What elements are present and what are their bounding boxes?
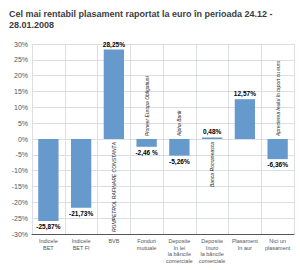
svg-text:-5,26%: -5,26% <box>169 158 190 166</box>
svg-text:28.01.2008: 28.01.2008 <box>9 20 54 30</box>
svg-text:-20%: -20% <box>12 199 28 206</box>
svg-text:Cel mai rentabil plasament rap: Cel mai rentabil plasament raportat la e… <box>9 9 275 19</box>
svg-text:-5%: -5% <box>16 151 28 158</box>
svg-text:25%: 25% <box>14 56 28 63</box>
svg-text:BVB: BVB <box>108 238 119 244</box>
svg-text:Fonduri: Fonduri <box>137 238 156 244</box>
svg-text:20%: 20% <box>14 72 28 79</box>
svg-text:15%: 15% <box>14 88 28 95</box>
svg-text:28,25%: 28,25% <box>103 41 125 49</box>
svg-text:12,57%: 12,57% <box>234 90 256 98</box>
svg-text:Banca Romaneasca: Banca Romaneasca <box>209 142 215 187</box>
svg-text:Plasament: Plasament <box>232 238 258 244</box>
svg-text:Aprecierea leului în raport cu: Aprecierea leului în raport cu euro <box>275 60 281 137</box>
svg-text:30%: 30% <box>14 41 28 48</box>
svg-text:înuro: înuro <box>205 245 219 251</box>
svg-text:-2,46 %: -2,46 % <box>135 149 158 157</box>
svg-text:la băncile: la băncile <box>168 251 191 257</box>
svg-text:-6,36%: -6,36% <box>267 161 288 169</box>
svg-text:la băncile: la băncile <box>201 251 224 257</box>
svg-text:în lei: în lei <box>173 245 186 251</box>
svg-text:comerciale: comerciale <box>199 258 226 264</box>
svg-text:-30%: -30% <box>12 231 28 238</box>
svg-text:BET FI: BET FI <box>73 245 90 251</box>
svg-text:Deposite: Deposite <box>201 238 223 244</box>
svg-text:comerciale: comerciale <box>166 258 193 264</box>
svg-text:0,48%: 0,48% <box>203 128 222 136</box>
svg-text:ROMPETROL RAFINARE CONSTANȚA: ROMPETROL RAFINARE CONSTANȚA <box>111 141 117 232</box>
svg-text:Indicele: Indicele <box>39 238 58 244</box>
svg-text:în aur: în aur <box>237 245 252 251</box>
svg-text:Alpha Bank: Alpha Bank <box>176 110 182 137</box>
svg-text:0%: 0% <box>18 136 28 143</box>
svg-text:plasament: plasament <box>265 245 291 251</box>
svg-text:-25%: -25% <box>12 215 28 222</box>
svg-text:BET: BET <box>43 245 54 251</box>
svg-text:-10%: -10% <box>12 167 28 174</box>
svg-text:-15%: -15% <box>12 183 28 190</box>
svg-text:mutuale: mutuale <box>137 245 157 251</box>
svg-text:5%: 5% <box>18 120 28 127</box>
svg-text:Indicele: Indicele <box>72 238 91 244</box>
svg-text:Nici un: Nici un <box>269 238 286 244</box>
svg-text:Deposite: Deposite <box>169 238 191 244</box>
svg-text:Pioneer Europa Obligatiuni: Pioneer Europa Obligatiuni <box>144 75 150 136</box>
svg-text:10%: 10% <box>14 104 28 111</box>
svg-text:-21,73%: -21,73% <box>69 210 93 218</box>
svg-text:-25,87%: -25,87% <box>36 223 60 231</box>
